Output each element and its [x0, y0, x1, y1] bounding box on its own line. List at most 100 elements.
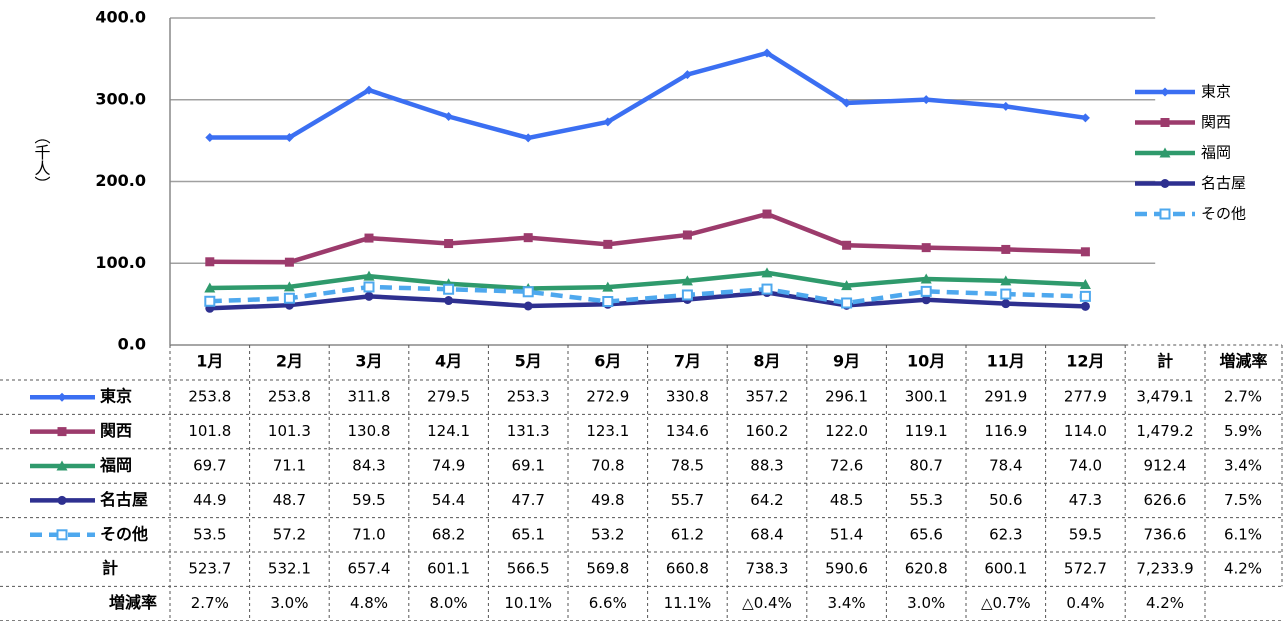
- x-tick-label: 12月: [1066, 352, 1104, 371]
- table-cell: 590.6: [825, 560, 868, 578]
- table-cell: 74.9: [432, 457, 465, 475]
- data-point: [204, 295, 216, 307]
- table-cell: 7,233.9: [1136, 560, 1193, 578]
- table-cell: 119.1: [905, 422, 948, 440]
- table-cell: 357.2: [746, 388, 789, 406]
- table-cell: 3.0%: [907, 594, 945, 612]
- data-point: [284, 257, 294, 267]
- table-cell: 78.4: [989, 457, 1022, 475]
- data-point: [602, 281, 614, 292]
- table-cell: 620.8: [905, 560, 948, 578]
- table-legend-marker: [56, 460, 68, 471]
- table-cell: 48.7: [273, 491, 306, 509]
- table-cell: 736.6: [1144, 525, 1187, 543]
- table-cell: 78.5: [671, 457, 704, 475]
- table-cell: 68.2: [432, 525, 465, 543]
- data-point: [1079, 279, 1091, 290]
- table-cell: 61.2: [671, 525, 704, 543]
- table-cell: 601.1: [427, 560, 470, 578]
- table-cell: 71.0: [352, 525, 385, 543]
- table-cell: 68.4: [750, 525, 783, 543]
- table-cell: 7.5%: [1224, 491, 1262, 509]
- table-header: 計: [1157, 352, 1173, 371]
- table-cell: 70.8: [591, 457, 624, 475]
- table-cell: 253.8: [268, 388, 311, 406]
- data-point: [1001, 299, 1011, 309]
- x-tick-label: 9月: [833, 352, 860, 371]
- x-tick-label: 3月: [355, 352, 382, 371]
- legend-marker: [1160, 179, 1170, 188]
- data-point: [682, 230, 692, 240]
- legend-label: 名古屋: [1201, 174, 1246, 192]
- row-label: 名古屋: [100, 490, 148, 509]
- table-cell: 74.0: [1069, 457, 1102, 475]
- table-cell: 296.1: [825, 388, 868, 406]
- table-cell: 600.1: [984, 560, 1027, 578]
- table-cell: 51.4: [830, 525, 863, 543]
- table-cell: 53.2: [591, 525, 624, 543]
- table-cell: △0.7%: [981, 594, 1031, 612]
- table-cell: 69.7: [193, 457, 226, 475]
- data-point: [523, 301, 533, 311]
- table-cell: 4.2%: [1224, 560, 1262, 578]
- x-tick-label: 1月: [196, 352, 223, 371]
- table-cell: 57.2: [273, 525, 306, 543]
- table-cell: 124.1: [427, 422, 470, 440]
- data-point: [842, 240, 852, 250]
- y-axis-label: （千人）: [32, 128, 51, 192]
- data-point: [364, 85, 374, 95]
- data-point: [283, 292, 295, 304]
- data-point: [283, 281, 295, 292]
- table-cell: 59.5: [1069, 525, 1102, 543]
- legend-label: 東京: [1201, 83, 1231, 101]
- table-cell: 64.2: [750, 491, 783, 509]
- table-cell: △0.4%: [742, 594, 792, 612]
- table-cell: 2.7%: [191, 594, 229, 612]
- table-cell: 566.5: [507, 560, 550, 578]
- table-cell: 134.6: [666, 422, 709, 440]
- row-label: その他: [100, 524, 148, 543]
- table-cell: 291.9: [984, 388, 1027, 406]
- table-cell: 2.7%: [1224, 388, 1262, 406]
- table-cell: 84.3: [352, 457, 385, 475]
- table-cell: 6.1%: [1224, 525, 1262, 543]
- y-tick-label: 400.0: [95, 8, 146, 27]
- x-tick-label: 5月: [515, 352, 542, 371]
- table-cell: 80.7: [909, 457, 942, 475]
- table-cell: 47.7: [511, 491, 544, 509]
- data-point: [841, 280, 853, 291]
- table-cell: 72.6: [830, 457, 863, 475]
- x-tick-label: 7月: [674, 352, 701, 371]
- data-point: [921, 243, 931, 253]
- data-point: [444, 296, 454, 306]
- table-cell: 3.4%: [828, 594, 866, 612]
- table-cell: 65.6: [909, 525, 942, 543]
- x-tick-label: 11月: [987, 352, 1025, 371]
- table-cell: 532.1: [268, 560, 311, 578]
- table-cell: 3.0%: [270, 594, 308, 612]
- data-point: [921, 95, 931, 105]
- x-tick-label: 8月: [753, 352, 780, 371]
- legend-marker: [1160, 87, 1170, 97]
- table-cell: 0.4%: [1066, 594, 1104, 612]
- table-cell: 48.5: [830, 491, 863, 509]
- data-point: [921, 295, 931, 305]
- y-tick-label: 300.0: [95, 89, 146, 108]
- table-cell: 49.8: [591, 491, 624, 509]
- legend-marker: [1160, 118, 1170, 127]
- table-cell: 1,479.2: [1136, 422, 1193, 440]
- table-cell: 311.8: [348, 388, 391, 406]
- table-cell: 55.7: [671, 491, 704, 509]
- table-cell: 54.4: [432, 491, 465, 509]
- series-line: [209, 211, 1086, 265]
- table-cell: 130.8: [348, 422, 391, 440]
- data-point: [204, 282, 216, 293]
- data-point: [364, 233, 374, 243]
- table-cell: 59.5: [352, 491, 385, 509]
- y-tick-label: 0.0: [118, 335, 146, 354]
- table-cell: 272.9: [586, 388, 629, 406]
- table-cell: 912.4: [1144, 457, 1187, 475]
- table-cell: 3,479.1: [1136, 388, 1193, 406]
